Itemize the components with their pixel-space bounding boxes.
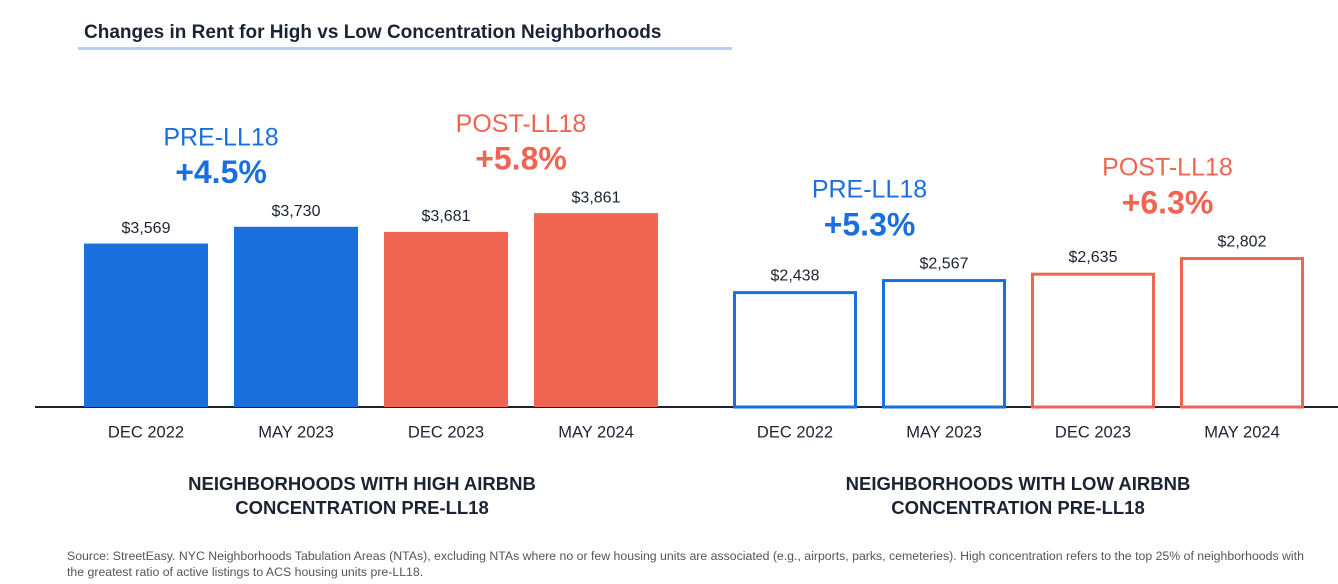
- x-tick-label: DEC 2022: [108, 423, 184, 441]
- value-label: $3,730: [272, 203, 321, 220]
- panel-subtitle: NEIGHBORHOODS WITH LOW AIRBNB: [846, 473, 1191, 494]
- value-label: $3,861: [572, 189, 621, 206]
- bar: [234, 226, 358, 407]
- x-tick-label: MAY 2024: [558, 423, 634, 441]
- panel-subtitle: NEIGHBORHOODS WITH HIGH AIRBNB: [188, 473, 536, 494]
- value-label: $3,681: [422, 208, 471, 225]
- x-tick-label: MAY 2023: [906, 423, 982, 441]
- title-underline: [78, 47, 732, 50]
- x-tick-label: MAY 2023: [258, 423, 334, 441]
- chart-title: Changes in Rent for High vs Low Concentr…: [84, 22, 661, 43]
- value-label: $2,438: [771, 267, 820, 284]
- bar: [1031, 272, 1155, 409]
- bar: [534, 213, 658, 407]
- bar: [1180, 257, 1304, 409]
- value-label: $2,802: [1218, 233, 1267, 250]
- period-label: POST-LL18: [1102, 154, 1233, 182]
- panel-subtitle: CONCENTRATION PRE-LL18: [891, 497, 1145, 518]
- value-label: $2,567: [920, 255, 969, 272]
- x-tick-label: DEC 2023: [408, 423, 484, 441]
- panel-subtitle: CONCENTRATION PRE-LL18: [235, 497, 489, 518]
- value-label: $3,569: [122, 220, 171, 237]
- x-tick-label: DEC 2023: [1055, 423, 1131, 441]
- period-change: +5.8%: [475, 141, 567, 177]
- value-label: $2,635: [1069, 249, 1118, 266]
- bar: [733, 291, 857, 409]
- x-tick-label: DEC 2022: [757, 423, 833, 441]
- bar: [384, 231, 508, 407]
- period-change: +4.5%: [175, 154, 267, 190]
- chart: Changes in Rent for High vs Low Concentr…: [35, 22, 1338, 518]
- period-change: +5.3%: [824, 207, 916, 243]
- bar: [84, 243, 208, 407]
- period-label: PRE-LL18: [163, 123, 278, 151]
- period-change: +6.3%: [1122, 185, 1214, 221]
- bar: [882, 279, 1006, 409]
- x-tick-label: MAY 2024: [1204, 423, 1280, 441]
- period-label: POST-LL18: [456, 110, 587, 138]
- source-note: Source: StreetEasy. NYC Neighborhoods Ta…: [67, 549, 1304, 579]
- period-label: PRE-LL18: [812, 176, 927, 204]
